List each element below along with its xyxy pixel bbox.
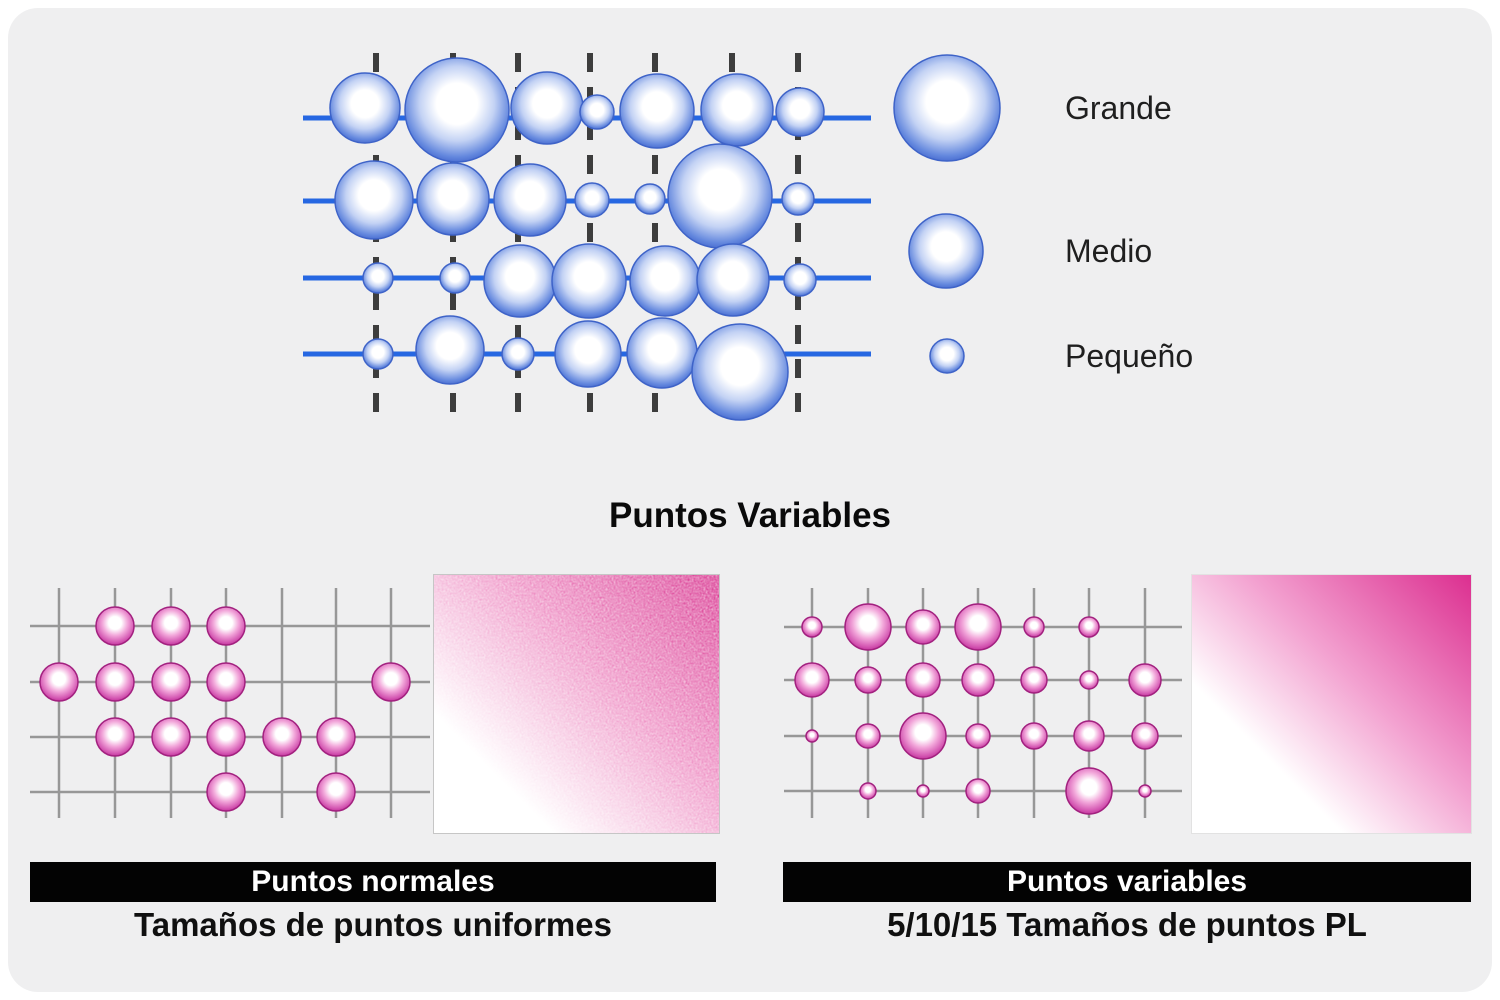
grainy-gradient-sample [433, 574, 720, 834]
page-title: Puntos Variables [608, 496, 892, 535]
grain-texture-overlay [434, 575, 719, 833]
caption-uniform-dots: Tamaños de puntos uniformes [134, 906, 612, 943]
banner-puntos-normales: Puntos normales [30, 862, 716, 902]
legend-label-grande: Grande [1065, 90, 1172, 126]
caption-variable-dots: 5/10/15 Tamaños de puntos PL [887, 906, 1367, 943]
smooth-gradient-sample [1191, 574, 1472, 834]
legend-label-pequeno: Pequeño [1065, 338, 1194, 374]
banner-puntos-variables: Puntos variables [783, 862, 1471, 902]
legend-label-medio: Medio [1065, 233, 1153, 269]
